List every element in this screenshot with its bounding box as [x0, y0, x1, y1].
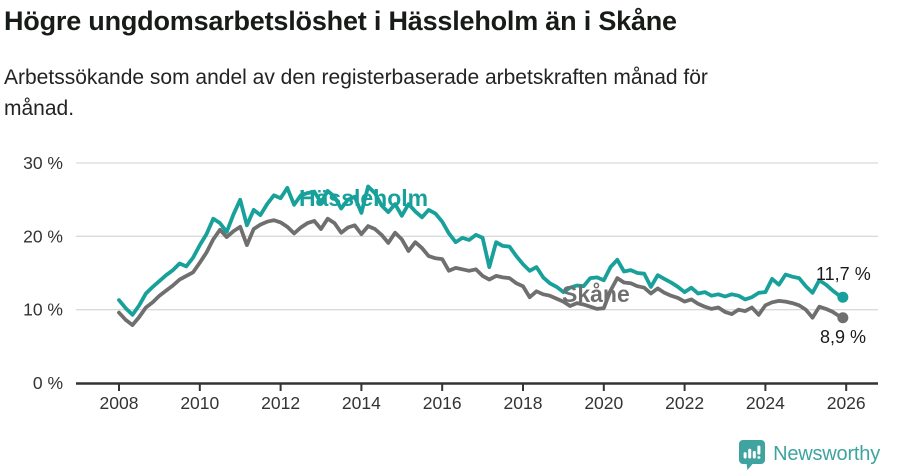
x-tick-label: 2010: [180, 393, 219, 413]
end-value-hassleholm: 11,7 %: [816, 264, 871, 284]
series-line-skåne: [117, 216, 845, 328]
series-end-dot-skåne: [837, 312, 849, 324]
series-label-skane: Skåne: [562, 281, 630, 307]
x-tick-label: 2026: [827, 393, 866, 413]
newsworthy-logo: Newsworthy: [738, 438, 880, 470]
x-tick-label: 2022: [665, 393, 704, 413]
y-tick-label: 0 %: [33, 373, 63, 393]
y-tick-label: 10 %: [23, 300, 63, 320]
y-tick-label: 30 %: [23, 153, 63, 173]
x-tick-label: 2012: [261, 393, 300, 413]
x-tick-label: 2018: [504, 393, 543, 413]
x-tick-label: 2020: [584, 393, 623, 413]
x-tick-label: 2024: [746, 393, 785, 413]
series-line-hässleholm: [117, 184, 845, 317]
page-title: Högre ungdomsarbetslöshet i Hässleholm ä…: [4, 6, 677, 36]
bar-chart-pin-icon: [739, 439, 766, 470]
brand-name: Newsworthy: [773, 442, 880, 465]
x-tick-label: 2008: [100, 393, 139, 413]
x-tick-label: 2014: [342, 393, 381, 413]
x-tick-label: 2016: [423, 393, 462, 413]
y-tick-label: 20 %: [23, 226, 63, 246]
series-end-dot-hässleholm: [837, 291, 849, 303]
series-label-hassleholm: Hässleholm: [299, 185, 429, 211]
end-value-skane: 8,9 %: [820, 327, 867, 347]
page-subtitle: Arbetssökande som andel av den registerb…: [4, 66, 708, 120]
